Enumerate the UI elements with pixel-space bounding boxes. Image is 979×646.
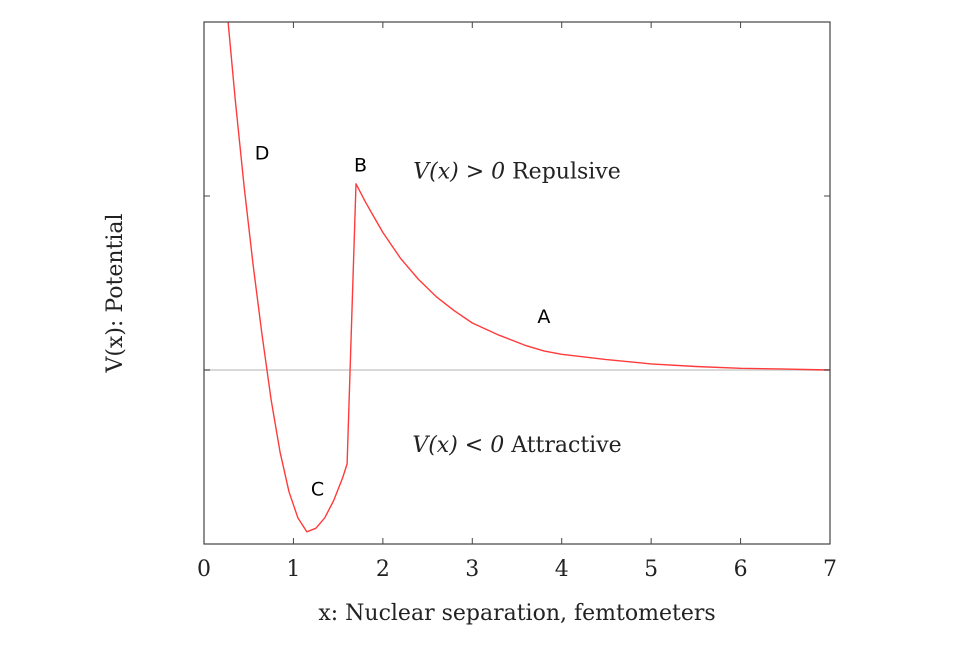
point-label-d: D xyxy=(255,142,270,164)
region-condition: V(x) < 0 xyxy=(412,433,511,458)
plot-frame xyxy=(203,21,831,545)
x-tick-label: 0 xyxy=(197,557,211,582)
x-axis-tick-labels: 0 1 2 3 4 5 6 7 xyxy=(197,557,837,582)
point-label-a: A xyxy=(537,306,550,328)
x-axis-ticks xyxy=(203,22,831,544)
x-tick-label: 3 xyxy=(465,557,479,582)
x-tick-label: 2 xyxy=(376,557,390,582)
potential-curve xyxy=(227,21,831,533)
region-labels: V(x) > 0 Repulsive V(x) < 0 Attractive xyxy=(412,160,621,458)
region-label: V(x) > 0 Repulsive xyxy=(413,160,621,185)
point-annotations: A B C D xyxy=(255,142,551,500)
x-tick-label: 5 xyxy=(644,557,658,582)
y-axis-ticks xyxy=(204,21,830,545)
region-label: V(x) < 0 Attractive xyxy=(412,433,621,458)
region-word: Attractive xyxy=(510,433,621,458)
y-axis-label: V(x): Potential xyxy=(103,213,128,373)
point-label-c: C xyxy=(311,478,324,500)
x-tick-label: 4 xyxy=(555,557,569,582)
x-tick-label: 6 xyxy=(734,557,748,582)
region-word: Repulsive xyxy=(512,160,621,185)
x-axis-label: x: Nuclear separation, femtometers xyxy=(318,601,715,626)
point-label-b: B xyxy=(354,155,367,177)
x-tick-label: 1 xyxy=(286,557,300,582)
region-condition: V(x) > 0 xyxy=(413,160,512,185)
x-tick-label: 7 xyxy=(823,557,837,582)
